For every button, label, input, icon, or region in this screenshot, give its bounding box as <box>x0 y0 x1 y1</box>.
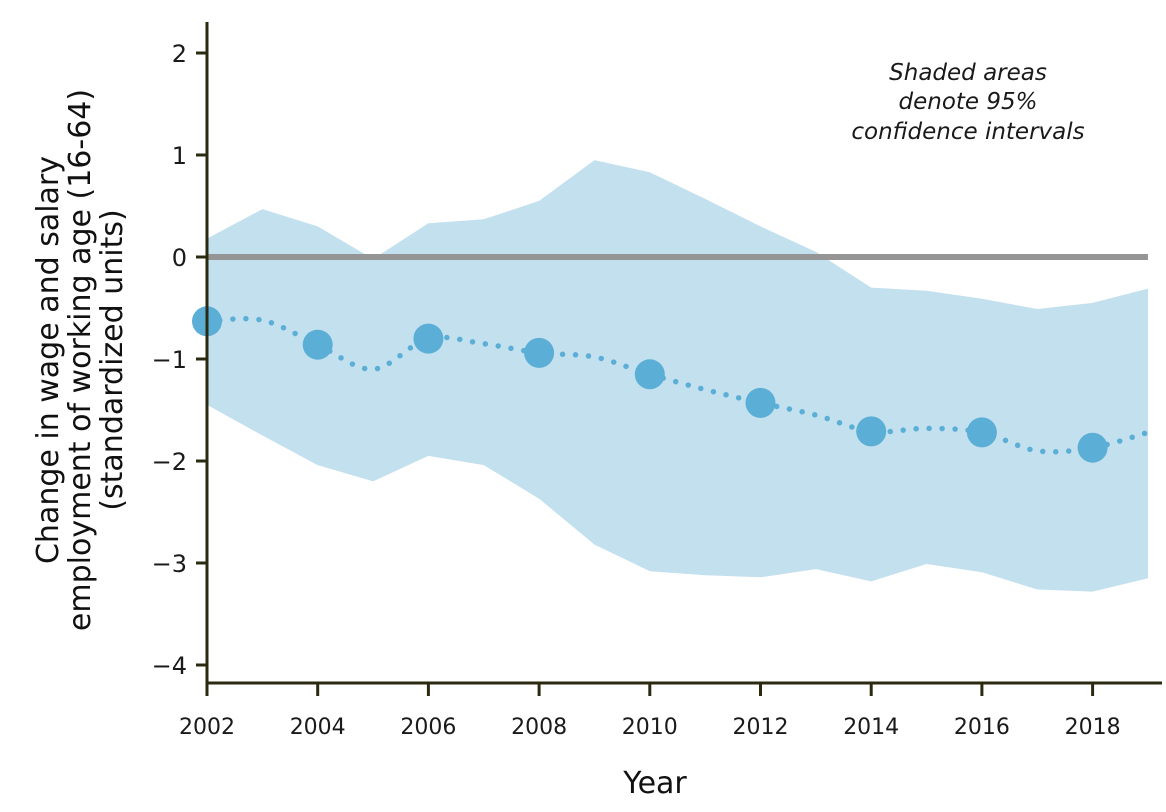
data-point-2006 <box>413 323 444 354</box>
x-tick-label-2012: 2012 <box>733 715 789 740</box>
y-tick-label--4: −4 <box>152 652 187 680</box>
y-tick-label--2: −2 <box>152 448 187 476</box>
y-axis-title-line-1: Change in wage and salary <box>31 156 66 564</box>
data-point-2010 <box>634 359 665 390</box>
annotation-line-2: denote 95% <box>899 89 1038 115</box>
y-axis-title-line-2: employment of working age (16-64) <box>63 89 98 631</box>
annotation: Shaded areas denote 95% confidence interva… <box>851 60 1084 145</box>
series-layer <box>192 306 1151 463</box>
y-tick-label--3: −3 <box>152 550 187 578</box>
x-tick-label-2016: 2016 <box>954 715 1010 740</box>
data-point-2014 <box>856 416 887 447</box>
y-tick-label--1: −1 <box>152 346 187 374</box>
x-tick-label-2002: 2002 <box>179 715 235 740</box>
x-tick-label-2018: 2018 <box>1065 715 1121 740</box>
y-axis-title-line-3: (standardized units) <box>95 209 130 510</box>
x-tick-label-2010: 2010 <box>622 715 678 740</box>
series-line <box>204 315 1151 455</box>
confidence-band <box>207 160 1148 592</box>
x-tick-label-2006: 2006 <box>400 715 456 740</box>
y-tick-label-2: 2 <box>172 40 187 68</box>
x-tick-label-2014: 2014 <box>843 715 899 740</box>
x-tick-label-2008: 2008 <box>511 715 567 740</box>
y-tick-label-1: 1 <box>172 142 187 170</box>
confidence-band-layer <box>207 160 1148 592</box>
axes: 2 1 0 −1 −2 −3 −4 2002 2004 2006 2008 2010 2012 2014 2… <box>31 22 1162 801</box>
data-point-2016 <box>966 417 997 448</box>
annotation-line-3: confidence intervals <box>851 119 1084 145</box>
annotation-line-1: Shaded areas <box>889 60 1047 86</box>
data-point-2008 <box>524 337 555 368</box>
data-point-2004 <box>302 329 333 360</box>
y-tick-label-0: 0 <box>172 244 187 272</box>
data-point-2018 <box>1077 432 1108 463</box>
x-axis-title: Year <box>622 766 687 801</box>
x-tick-label-2004: 2004 <box>290 715 346 740</box>
data-point-2012 <box>745 387 776 418</box>
